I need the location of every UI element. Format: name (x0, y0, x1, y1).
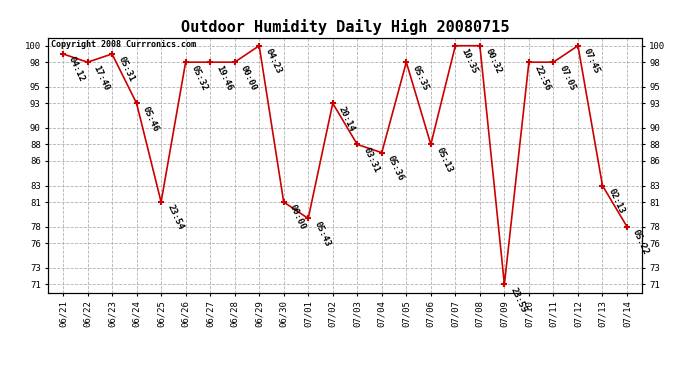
Text: 05:43: 05:43 (313, 220, 332, 248)
Text: 00:00: 00:00 (239, 64, 258, 92)
Text: 04:12: 04:12 (67, 56, 87, 84)
Text: 19:46: 19:46 (215, 64, 234, 92)
Text: 10:35: 10:35 (460, 47, 479, 75)
Text: 07:45: 07:45 (582, 47, 602, 75)
Text: 23:55: 23:55 (509, 286, 528, 314)
Text: 05:32: 05:32 (190, 64, 209, 92)
Text: 04:23: 04:23 (264, 47, 283, 75)
Text: 03:31: 03:31 (362, 146, 381, 174)
Title: Outdoor Humidity Daily High 20080715: Outdoor Humidity Daily High 20080715 (181, 19, 509, 35)
Text: 05:22: 05:22 (631, 228, 651, 256)
Text: Copyright 2008 Currronics.com: Copyright 2008 Currronics.com (51, 40, 196, 49)
Text: 05:36: 05:36 (386, 154, 406, 182)
Text: 22:56: 22:56 (533, 64, 553, 92)
Text: 07:05: 07:05 (558, 64, 577, 92)
Text: 05:13: 05:13 (435, 146, 455, 174)
Text: 20:14: 20:14 (337, 105, 357, 133)
Text: 23:54: 23:54 (166, 203, 185, 232)
Text: 17:40: 17:40 (92, 64, 111, 92)
Text: 02:13: 02:13 (607, 187, 626, 215)
Text: 00:32: 00:32 (484, 47, 504, 75)
Text: 00:00: 00:00 (288, 203, 307, 232)
Text: 05:35: 05:35 (411, 64, 430, 92)
Text: 05:31: 05:31 (116, 56, 136, 84)
Text: 05:46: 05:46 (141, 105, 160, 133)
